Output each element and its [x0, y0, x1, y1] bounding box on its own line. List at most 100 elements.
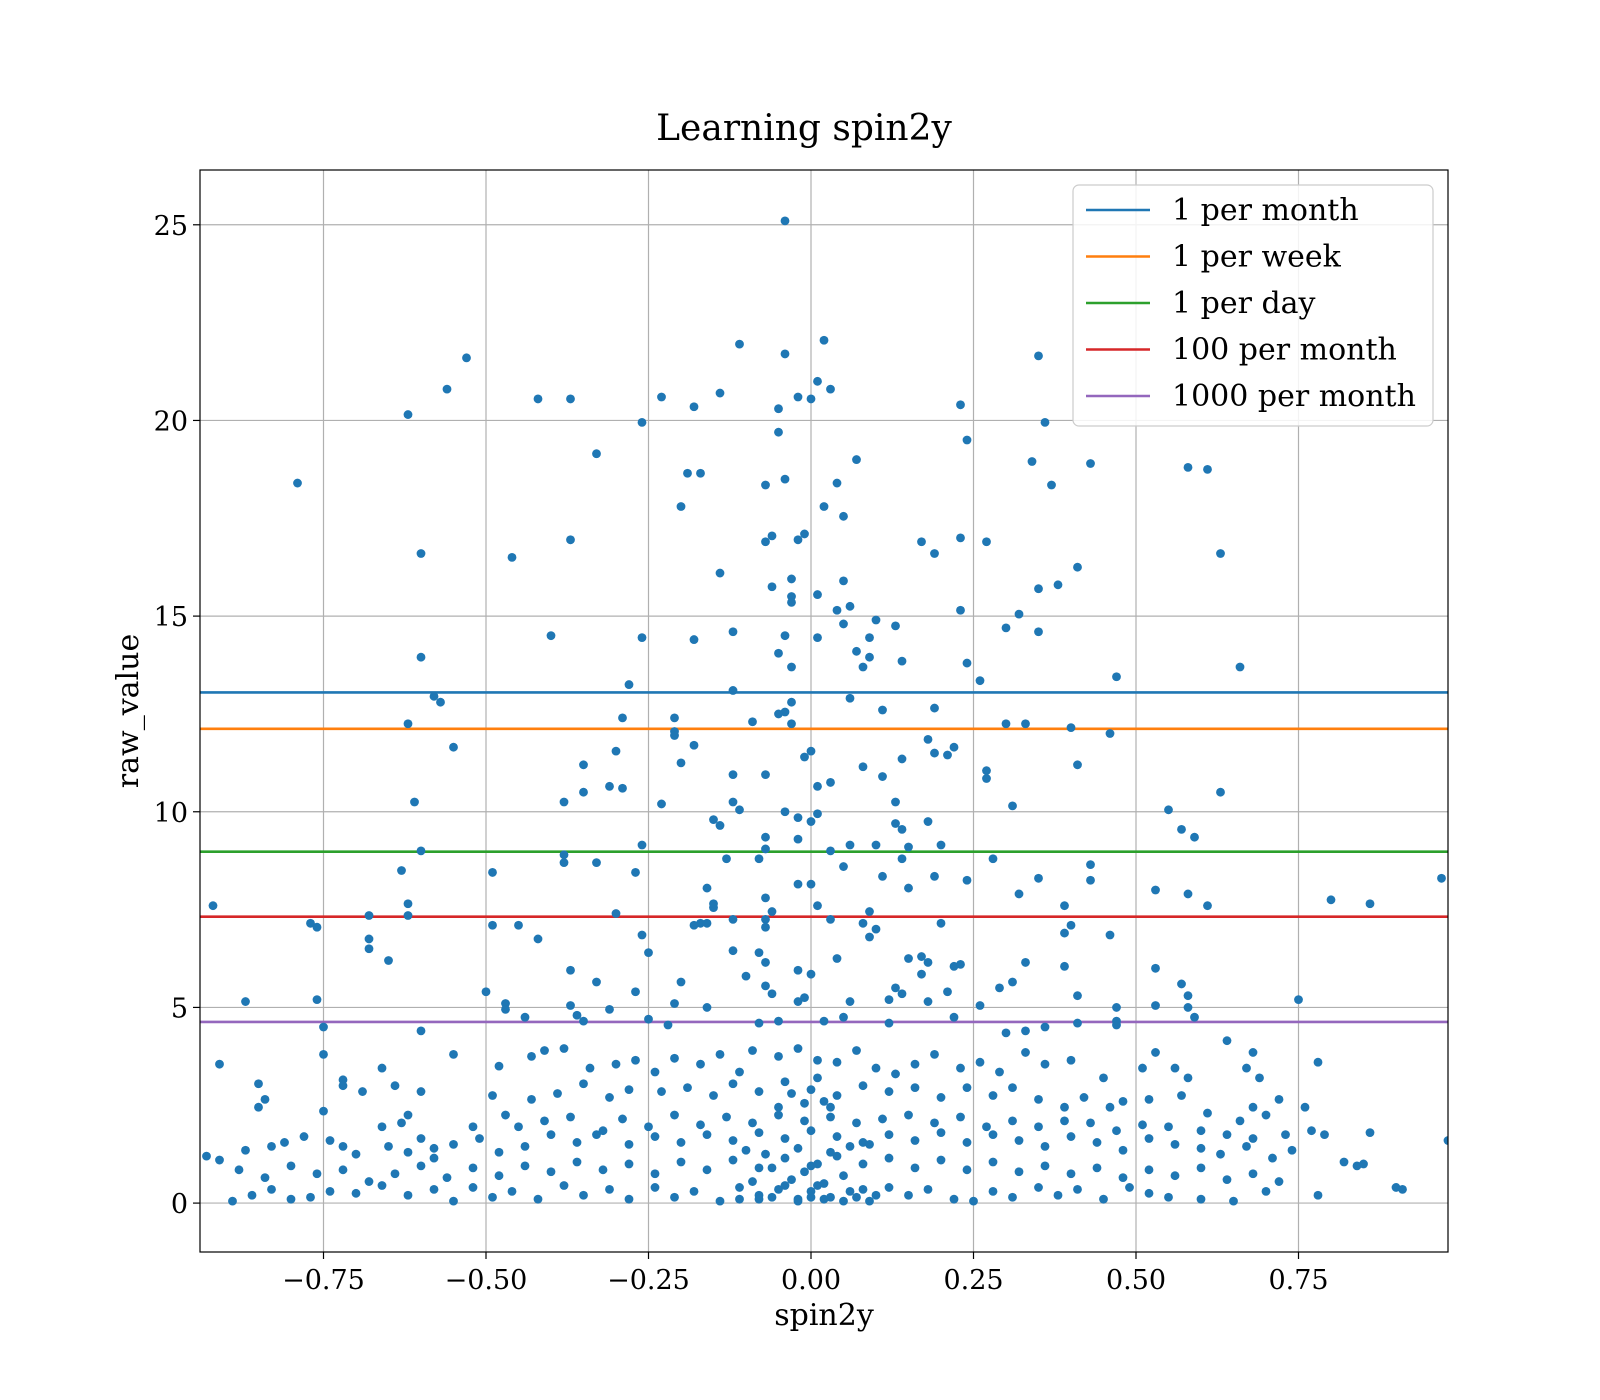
- data-point: [910, 1059, 920, 1069]
- data-point: [1118, 1173, 1128, 1183]
- data-point: [767, 907, 777, 916]
- data-point: [1313, 1057, 1323, 1067]
- data-point: [930, 1118, 939, 1128]
- data-point: [865, 907, 874, 916]
- data-point: [930, 1049, 939, 1059]
- data-point: [1183, 991, 1193, 1001]
- data-point: [468, 1122, 478, 1132]
- data-point: [475, 1134, 484, 1143]
- data-point: [514, 920, 523, 930]
- data-point: [871, 840, 881, 850]
- data-point: [761, 893, 770, 903]
- data-point: [806, 746, 816, 756]
- x-tick-label: −0.75: [282, 1265, 365, 1296]
- data-point: [631, 1055, 640, 1065]
- data-point: [702, 883, 712, 893]
- data-point: [1216, 549, 1225, 558]
- data-point: [449, 1049, 458, 1059]
- data-point: [319, 1106, 328, 1116]
- data-point: [663, 1020, 673, 1030]
- data-point: [722, 854, 731, 864]
- data-point: [468, 1163, 478, 1173]
- data-point: [390, 1169, 400, 1179]
- data-point: [754, 854, 764, 864]
- data-point: [468, 1183, 478, 1192]
- data-point: [962, 1138, 972, 1147]
- data-point: [650, 1183, 660, 1192]
- data-point: [1014, 1136, 1024, 1145]
- data-point: [377, 1181, 387, 1190]
- data-point: [800, 529, 809, 539]
- data-point: [722, 1112, 731, 1122]
- data-point: [1040, 1141, 1050, 1151]
- data-point: [1144, 1094, 1154, 1104]
- data-point: [793, 879, 803, 889]
- data-point: [988, 1186, 998, 1196]
- data-point: [559, 858, 569, 868]
- data-point: [494, 1171, 504, 1181]
- data-point: [1099, 1194, 1108, 1204]
- data-point: [832, 1132, 842, 1141]
- data-point: [1008, 1192, 1017, 1202]
- data-point: [871, 924, 881, 934]
- data-point: [559, 1044, 569, 1053]
- data-point: [793, 834, 803, 844]
- data-point: [1073, 1184, 1082, 1194]
- data-point: [559, 850, 569, 860]
- data-point: [299, 1132, 309, 1141]
- data-point: [943, 987, 952, 997]
- data-point: [735, 805, 744, 815]
- data-point: [956, 605, 965, 615]
- data-point: [546, 1167, 556, 1177]
- data-point: [702, 1165, 712, 1175]
- data-point: [1216, 1149, 1225, 1159]
- data-point: [761, 832, 770, 842]
- data-point: [774, 1051, 783, 1061]
- data-point: [702, 1003, 712, 1012]
- data-point: [845, 997, 855, 1006]
- data-point: [858, 1184, 868, 1194]
- data-point: [806, 817, 816, 826]
- data-point: [429, 691, 439, 701]
- data-point: [1086, 875, 1095, 885]
- data-point: [572, 1138, 582, 1147]
- data-point: [631, 868, 640, 877]
- data-point: [858, 918, 868, 928]
- data-point: [1021, 1048, 1030, 1057]
- data-point: [800, 752, 809, 762]
- data-point: [566, 1112, 575, 1122]
- data-point: [546, 1130, 556, 1140]
- data-point: [871, 1063, 881, 1073]
- data-point: [826, 1112, 835, 1122]
- data-point: [1060, 1102, 1069, 1112]
- data-point: [852, 646, 861, 656]
- data-point: [306, 918, 315, 928]
- data-point: [1248, 1134, 1258, 1143]
- data-point: [891, 1069, 900, 1079]
- data-point: [1001, 623, 1011, 633]
- data-point: [988, 854, 998, 864]
- data-point: [364, 911, 374, 920]
- data-point: [904, 1110, 913, 1120]
- data-point: [819, 1016, 829, 1026]
- y-tick-label: 5: [171, 993, 188, 1024]
- data-point: [884, 1153, 894, 1163]
- data-point: [988, 1130, 998, 1140]
- data-point: [696, 1120, 705, 1130]
- data-point: [1086, 860, 1095, 869]
- data-point: [1190, 832, 1199, 842]
- data-point: [1092, 1138, 1102, 1147]
- y-tick-label: 0: [171, 1189, 188, 1220]
- data-point: [793, 1196, 803, 1206]
- y-axis-label: raw_value: [111, 634, 146, 788]
- data-point: [1034, 584, 1043, 594]
- data-point: [1008, 1083, 1017, 1093]
- data-point: [949, 742, 959, 752]
- data-point: [215, 1155, 224, 1165]
- data-point: [793, 965, 803, 975]
- data-point: [1177, 979, 1186, 989]
- data-point: [1177, 824, 1186, 834]
- data-point: [787, 697, 796, 707]
- data-point: [1138, 1063, 1147, 1073]
- data-point: [858, 1159, 868, 1169]
